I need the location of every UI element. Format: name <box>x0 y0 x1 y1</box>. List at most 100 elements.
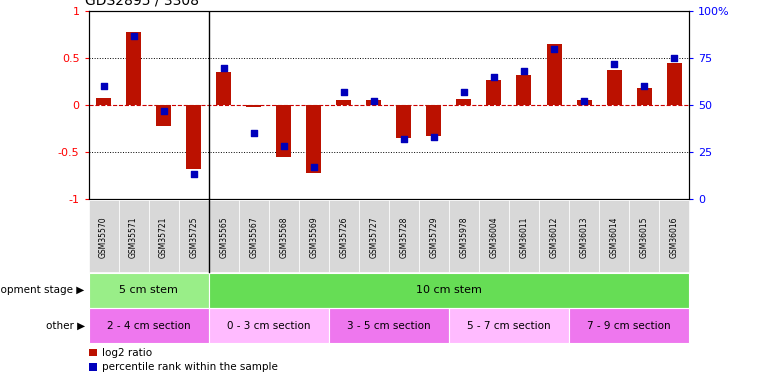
Bar <box>359 200 389 272</box>
Point <box>668 55 681 61</box>
Text: GSM35571: GSM35571 <box>129 216 138 258</box>
Bar <box>329 200 359 272</box>
Bar <box>216 72 231 105</box>
Text: GSM36011: GSM36011 <box>520 216 528 258</box>
Text: GSM36012: GSM36012 <box>550 216 558 258</box>
Text: 0 - 3 cm section: 0 - 3 cm section <box>227 321 310 331</box>
Bar <box>269 200 299 272</box>
Text: 7 - 9 cm section: 7 - 9 cm section <box>588 321 671 331</box>
Text: GSM35725: GSM35725 <box>189 216 198 258</box>
Point <box>248 130 260 136</box>
Bar <box>517 75 531 105</box>
Bar <box>96 98 111 105</box>
Text: GSM36013: GSM36013 <box>580 216 588 258</box>
Text: log2 ratio: log2 ratio <box>102 348 152 358</box>
Bar <box>449 308 569 343</box>
Bar <box>89 308 209 343</box>
Point <box>578 98 591 104</box>
Text: 5 cm stem: 5 cm stem <box>119 285 178 295</box>
Bar <box>299 200 329 272</box>
Bar <box>209 308 329 343</box>
Bar <box>599 200 629 272</box>
Point <box>488 74 500 80</box>
Bar <box>487 80 501 105</box>
Point <box>307 164 320 170</box>
Point <box>217 64 229 70</box>
Bar <box>89 273 209 308</box>
Point <box>548 46 561 52</box>
Bar <box>577 100 591 105</box>
Bar <box>246 105 261 107</box>
Text: GSM35729: GSM35729 <box>430 216 438 258</box>
Point <box>277 143 290 149</box>
Bar <box>149 200 179 272</box>
Text: GSM35721: GSM35721 <box>159 216 168 258</box>
Bar <box>89 363 97 371</box>
Bar <box>509 200 539 272</box>
Bar <box>397 105 411 138</box>
Bar <box>329 308 449 343</box>
Bar <box>89 200 119 272</box>
Bar <box>367 100 381 105</box>
Point <box>97 83 110 89</box>
Bar <box>389 200 419 272</box>
Point <box>428 134 440 140</box>
Point <box>397 136 410 142</box>
Bar <box>607 70 621 105</box>
Text: 2 - 4 cm section: 2 - 4 cm section <box>107 321 190 331</box>
Text: GSM35567: GSM35567 <box>249 216 258 258</box>
Bar <box>156 105 171 126</box>
Point <box>127 33 140 39</box>
Text: development stage ▶: development stage ▶ <box>0 285 85 295</box>
Text: GSM35726: GSM35726 <box>340 216 348 258</box>
Bar <box>449 200 479 272</box>
Text: GSM35570: GSM35570 <box>99 216 108 258</box>
Text: 10 cm stem: 10 cm stem <box>416 285 482 295</box>
Text: 3 - 5 cm section: 3 - 5 cm section <box>347 321 430 331</box>
Bar <box>186 105 201 169</box>
Text: GSM35978: GSM35978 <box>460 216 468 258</box>
Text: GSM36004: GSM36004 <box>490 216 498 258</box>
Text: 5 - 7 cm section: 5 - 7 cm section <box>467 321 551 331</box>
Bar <box>569 308 689 343</box>
Bar <box>276 105 291 157</box>
Text: GSM35728: GSM35728 <box>400 216 408 258</box>
Bar <box>89 349 97 356</box>
Bar <box>179 200 209 272</box>
Text: other ▶: other ▶ <box>45 320 85 330</box>
Text: GSM35568: GSM35568 <box>280 216 288 258</box>
Bar <box>547 44 561 105</box>
Text: percentile rank within the sample: percentile rank within the sample <box>102 362 278 372</box>
Text: GSM36016: GSM36016 <box>670 216 678 258</box>
Text: GSM35727: GSM35727 <box>370 216 378 258</box>
Bar <box>119 200 149 272</box>
Point <box>517 68 530 74</box>
Bar <box>667 63 681 105</box>
Bar <box>427 105 441 136</box>
Point <box>157 108 169 114</box>
Bar <box>659 200 689 272</box>
Text: GDS2895 / 3308: GDS2895 / 3308 <box>85 0 199 8</box>
Point <box>337 89 350 95</box>
Text: GSM36015: GSM36015 <box>640 216 648 258</box>
Bar <box>239 200 269 272</box>
Bar <box>479 200 509 272</box>
Point <box>457 89 470 95</box>
Point <box>638 83 650 89</box>
Bar <box>629 200 659 272</box>
Bar <box>569 200 599 272</box>
Bar <box>209 273 689 308</box>
Point <box>368 98 380 104</box>
Bar <box>637 88 651 105</box>
Bar <box>306 105 321 172</box>
Text: GSM35565: GSM35565 <box>219 216 228 258</box>
Bar <box>336 100 351 105</box>
Text: GSM35569: GSM35569 <box>310 216 318 258</box>
Bar <box>539 200 569 272</box>
Point <box>188 171 200 177</box>
Bar <box>457 99 471 105</box>
Text: GSM36014: GSM36014 <box>610 216 618 258</box>
Bar <box>209 200 239 272</box>
Bar <box>126 32 141 105</box>
Bar <box>419 200 449 272</box>
